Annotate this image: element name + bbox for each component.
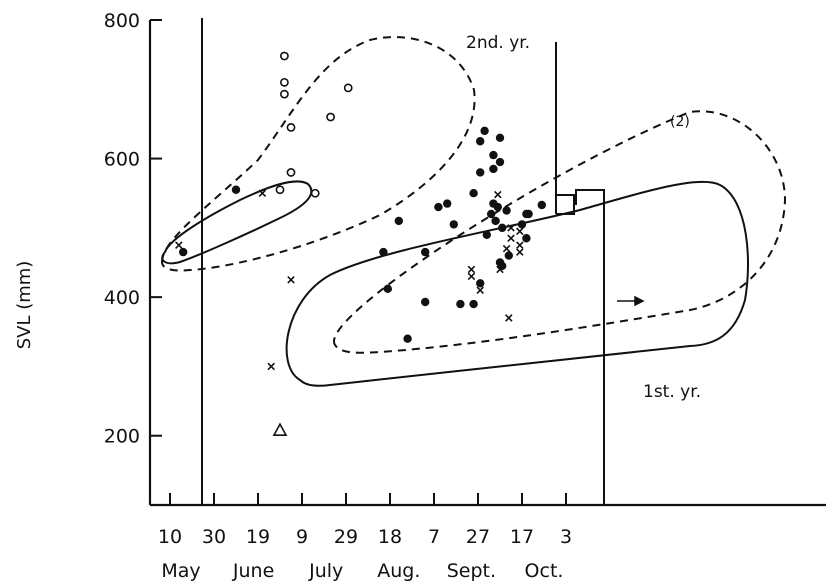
label-first-year: 1st. yr.: [643, 382, 701, 402]
point-filled-circle: [537, 200, 546, 210]
x-tick-label: 3: [560, 526, 572, 548]
month-label: Sept.: [447, 560, 496, 582]
point-filled-circle: [421, 247, 430, 257]
point-filled-circle: [495, 133, 505, 142]
point-x: [502, 244, 511, 253]
x-ticks: 10 30 19 9 29 18 7 27 17 3 May June July Aug. Sept. Oct…: [158, 493, 572, 582]
point-filled-circle: [379, 247, 388, 257]
data-points: [175, 51, 546, 436]
point-x: [287, 276, 295, 284]
x-tick-label: 18: [378, 526, 402, 548]
y-ticks: 200 400 600 800: [104, 10, 162, 448]
point-x: [516, 227, 524, 236]
point-x: [175, 241, 183, 249]
x-tick-label: 7: [428, 526, 440, 548]
point-filled-circle: [517, 220, 527, 229]
y-tick-label: 600: [104, 149, 140, 171]
point-filled-circle: [480, 126, 489, 136]
point-filled-circle: [394, 216, 403, 226]
point-open-circle: [343, 83, 353, 93]
x-tick-label: 29: [334, 526, 358, 548]
y-tick-label: 200: [104, 426, 140, 448]
point-filled-circle: [522, 234, 531, 243]
label-second-year: 2nd. yr.: [466, 33, 530, 53]
point-x: [467, 272, 476, 281]
point-filled-circle: [482, 230, 491, 239]
month-label: Aug.: [377, 560, 420, 582]
point-triangle: [272, 422, 288, 436]
point-filled-circle: [469, 189, 478, 198]
point-filled-circle: [449, 220, 458, 229]
point-x: [476, 286, 484, 294]
y-tick-label: 800: [104, 10, 140, 32]
month-label: June: [232, 560, 274, 582]
point-filled-circle: [383, 284, 392, 294]
point-filled-circle: [476, 279, 485, 288]
point-x: [505, 314, 513, 322]
point-open-circle: [279, 51, 289, 61]
point-filled-circle: [524, 209, 533, 219]
point-filled-circle: [476, 137, 485, 146]
point-open-circle: [279, 89, 289, 99]
point-x: [516, 241, 524, 249]
point-open-circle: [279, 77, 289, 87]
point-open-circle: [286, 168, 296, 177]
outline-small-solid-loop: [161, 180, 313, 265]
month-label: Oct.: [525, 560, 564, 582]
x-tick-label: 30: [202, 526, 226, 548]
point-x: [258, 189, 267, 197]
point-x: [507, 234, 515, 243]
point-filled-circle: [456, 299, 465, 309]
point-filled-circle: [498, 261, 507, 271]
label-count-two: (2): [670, 114, 690, 130]
step-box-small: [556, 194, 575, 215]
point-filled-circle: [443, 199, 452, 208]
point-x: [507, 224, 515, 232]
point-filled-circle: [489, 164, 498, 174]
outline-second-year-dashed: [160, 36, 476, 272]
point-open-circle: [326, 112, 335, 122]
x-tick-label: 9: [296, 526, 308, 548]
point-filled-circle: [489, 150, 498, 160]
point-filled-circle: [495, 157, 505, 167]
point-x: [496, 265, 504, 274]
point-filled-circle: [487, 209, 496, 219]
x-tick-label: 27: [466, 526, 490, 548]
point-filled-circle: [476, 168, 485, 177]
month-label: May: [161, 560, 200, 582]
point-x: [516, 248, 524, 256]
step-box-large: [575, 189, 605, 505]
point-filled-circle: [421, 297, 430, 307]
x-tick-label: 10: [158, 526, 182, 548]
point-filled-circle: [504, 251, 513, 260]
x-tick-label: 19: [246, 526, 270, 548]
point-open-circle: [286, 122, 296, 132]
arrow-annotation: [617, 295, 645, 307]
point-x: [494, 190, 502, 199]
point-filled-circle: [403, 334, 412, 343]
point-x: [267, 362, 275, 371]
x-tick-label: 17: [510, 526, 534, 548]
point-filled-circle: [491, 216, 500, 226]
point-open-circle: [275, 185, 285, 195]
point-filled-circle: [179, 247, 188, 257]
point-filled-circle: [493, 202, 502, 212]
outline-first-year-solid: [285, 180, 749, 387]
point-filled-circle: [434, 202, 443, 212]
point-filled-circle: [498, 223, 507, 233]
outline-first-year-dashed: [333, 110, 787, 354]
y-axis-title: SVL (mm): [14, 261, 35, 350]
month-label: July: [308, 560, 343, 582]
group-outlines: [160, 36, 787, 387]
reference-lines: [201, 18, 605, 505]
point-filled-circle: [502, 206, 511, 215]
point-filled-circle: [231, 185, 241, 194]
point-x: [467, 265, 476, 274]
point-open-circle: [310, 188, 320, 198]
point-filled-circle: [469, 299, 478, 309]
y-tick-label: 400: [104, 287, 140, 309]
